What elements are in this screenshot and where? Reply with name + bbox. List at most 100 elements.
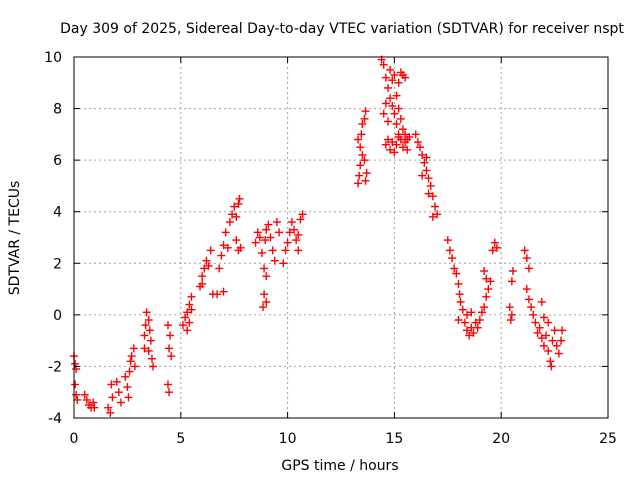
- data-point: [544, 318, 553, 327]
- data-point: [477, 308, 486, 317]
- data-point: [357, 130, 366, 139]
- data-point: [463, 310, 472, 319]
- data-point: [454, 279, 463, 288]
- data-point: [490, 238, 499, 247]
- data-point: [537, 297, 546, 306]
- data-point: [125, 367, 134, 376]
- data-point: [358, 120, 367, 129]
- data-point: [386, 94, 395, 103]
- data-point: [548, 336, 557, 345]
- data-point: [257, 248, 266, 257]
- data-point: [390, 109, 399, 118]
- data-point: [542, 331, 551, 340]
- data-point: [266, 233, 275, 242]
- data-point: [411, 130, 420, 139]
- x-tick-label: 0: [70, 431, 79, 447]
- data-point: [259, 303, 268, 312]
- data-point: [221, 228, 230, 237]
- data-point: [557, 336, 566, 345]
- data-point: [554, 349, 563, 358]
- data-point: [522, 285, 531, 294]
- data-point: [361, 176, 370, 185]
- data-point: [454, 316, 463, 325]
- data-point: [219, 287, 228, 296]
- data-point: [535, 323, 544, 332]
- data-point: [403, 135, 412, 144]
- y-axis-title: SDTVAR / TECUs: [7, 181, 23, 296]
- data-point: [394, 78, 403, 87]
- data-point: [388, 138, 397, 147]
- data-point: [401, 130, 410, 139]
- chart-title: Day 309 of 2025, Sidereal Day-to-day VTE…: [60, 21, 624, 37]
- data-point: [262, 297, 271, 306]
- data-point: [167, 352, 176, 361]
- x-tick-labels: 0 5 10 15 20 25: [70, 431, 617, 447]
- data-point: [428, 192, 437, 201]
- data-point: [467, 308, 476, 317]
- data-point: [178, 321, 187, 330]
- data-point: [213, 290, 222, 299]
- y-tick-labels: -4 -2 0 2 4 6 8 10: [44, 50, 62, 427]
- data-point: [428, 212, 437, 221]
- data-point: [403, 145, 412, 154]
- data-point: [426, 181, 435, 190]
- data-point: [475, 316, 484, 325]
- data-point: [558, 326, 567, 335]
- data-point: [292, 236, 301, 245]
- y-tick-label: 8: [53, 102, 62, 118]
- data-point: [234, 199, 243, 208]
- data-point: [264, 220, 273, 229]
- data-point: [424, 189, 433, 198]
- data-point: [356, 143, 365, 152]
- data-point: [506, 316, 515, 325]
- y-tick-label: 6: [53, 153, 62, 169]
- data-point: [418, 150, 427, 159]
- data-point: [104, 403, 113, 412]
- data-point: [80, 390, 89, 399]
- data-point: [108, 393, 117, 402]
- data-point: [354, 179, 363, 188]
- data-point: [433, 210, 442, 219]
- data-point: [73, 395, 82, 404]
- data-point: [165, 388, 174, 397]
- data-point: [379, 109, 388, 118]
- data-point: [379, 60, 388, 69]
- data-point: [533, 328, 542, 337]
- data-point: [185, 300, 194, 309]
- data-point: [202, 256, 211, 265]
- data-point: [232, 236, 241, 245]
- data-point: [386, 65, 395, 74]
- data-point: [471, 318, 480, 327]
- data-point: [204, 261, 213, 270]
- data-point: [185, 318, 194, 327]
- data-point: [390, 71, 399, 80]
- data-point: [358, 150, 367, 159]
- data-point: [121, 372, 130, 381]
- data-point: [270, 256, 279, 265]
- data-point: [392, 91, 401, 100]
- data-point: [215, 264, 224, 273]
- data-point: [89, 398, 98, 407]
- data-point: [547, 362, 556, 371]
- data-point: [165, 344, 174, 353]
- data-point: [508, 267, 517, 276]
- data-point: [129, 344, 138, 353]
- data-point: [388, 76, 397, 85]
- data-point: [480, 303, 489, 312]
- data-point: [430, 202, 439, 211]
- data-point: [360, 156, 369, 165]
- data-point: [145, 326, 154, 335]
- data-point: [507, 277, 516, 286]
- data-point: [123, 383, 132, 392]
- data-point: [147, 354, 156, 363]
- data-point: [260, 264, 269, 273]
- data-point: [420, 158, 429, 167]
- data-point: [127, 352, 136, 361]
- data-point: [484, 285, 493, 294]
- data-point: [448, 254, 457, 263]
- data-point: [183, 308, 192, 317]
- data-point: [261, 236, 270, 245]
- data-point: [463, 326, 472, 335]
- x-tick-label: 20: [492, 431, 510, 447]
